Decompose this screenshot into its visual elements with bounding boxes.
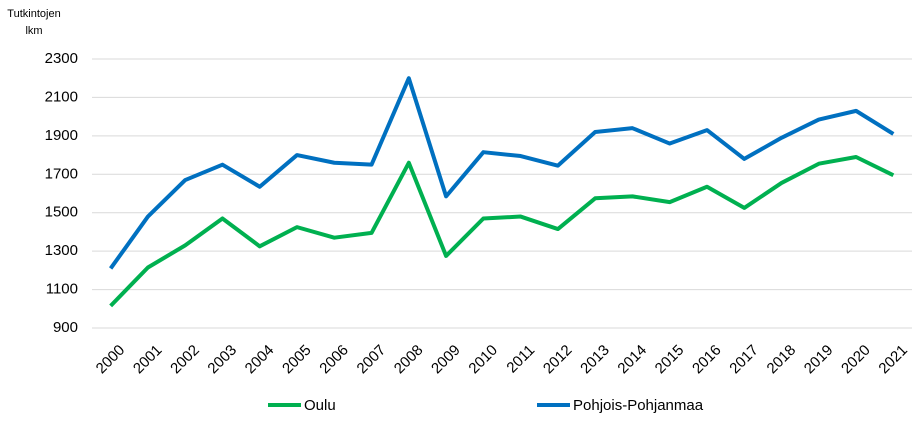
x-tick-label: 2018: [764, 342, 800, 378]
y-axis-label: lkm: [25, 25, 42, 37]
x-tick-label: 2003: [204, 342, 240, 378]
x-tick-label: 2008: [391, 342, 427, 378]
legend-label: Oulu: [304, 397, 336, 414]
line-series: [109, 76, 895, 270]
y-tick-label: 2300: [45, 50, 78, 67]
x-tick-label: 2012: [540, 342, 576, 378]
x-tick-label: 2007: [354, 342, 390, 378]
x-tick-label: 2016: [689, 342, 725, 378]
y-tick-label: 1700: [45, 165, 78, 182]
x-tick-label: 2009: [428, 342, 464, 378]
x-tick-label: 2006: [316, 342, 352, 378]
legend-label: Pohjois-Pohjanmaa: [573, 397, 704, 414]
y-tick-label: 1300: [45, 242, 78, 259]
x-tick-label: 2019: [801, 342, 837, 378]
x-tick-label: 2000: [93, 342, 129, 378]
y-tick-label: 1100: [46, 281, 78, 298]
x-tick-label: 2001: [130, 342, 166, 378]
x-tick-label: 2013: [577, 342, 613, 378]
x-tick-label: 2011: [503, 342, 538, 377]
x-tick-label: 2010: [465, 342, 501, 378]
x-tick-label: 2005: [279, 342, 315, 378]
x-tick-label: 2004: [242, 342, 278, 378]
y-tick-label: 2100: [45, 88, 78, 105]
y-tick-label: 900: [53, 319, 78, 336]
y-tick-label: 1900: [45, 127, 78, 144]
x-tick-label: 2020: [838, 342, 874, 378]
x-tick-label: 2014: [614, 342, 650, 378]
x-tick-label: 2021: [875, 342, 911, 378]
x-tick-label: 2015: [652, 342, 688, 378]
line-series: [109, 154, 895, 308]
y-tick-label: 1500: [45, 204, 78, 221]
x-tick-label: 2017: [726, 342, 762, 378]
x-tick-label: 2002: [167, 342, 203, 378]
y-axis-label: Tutkintojen: [7, 8, 60, 20]
